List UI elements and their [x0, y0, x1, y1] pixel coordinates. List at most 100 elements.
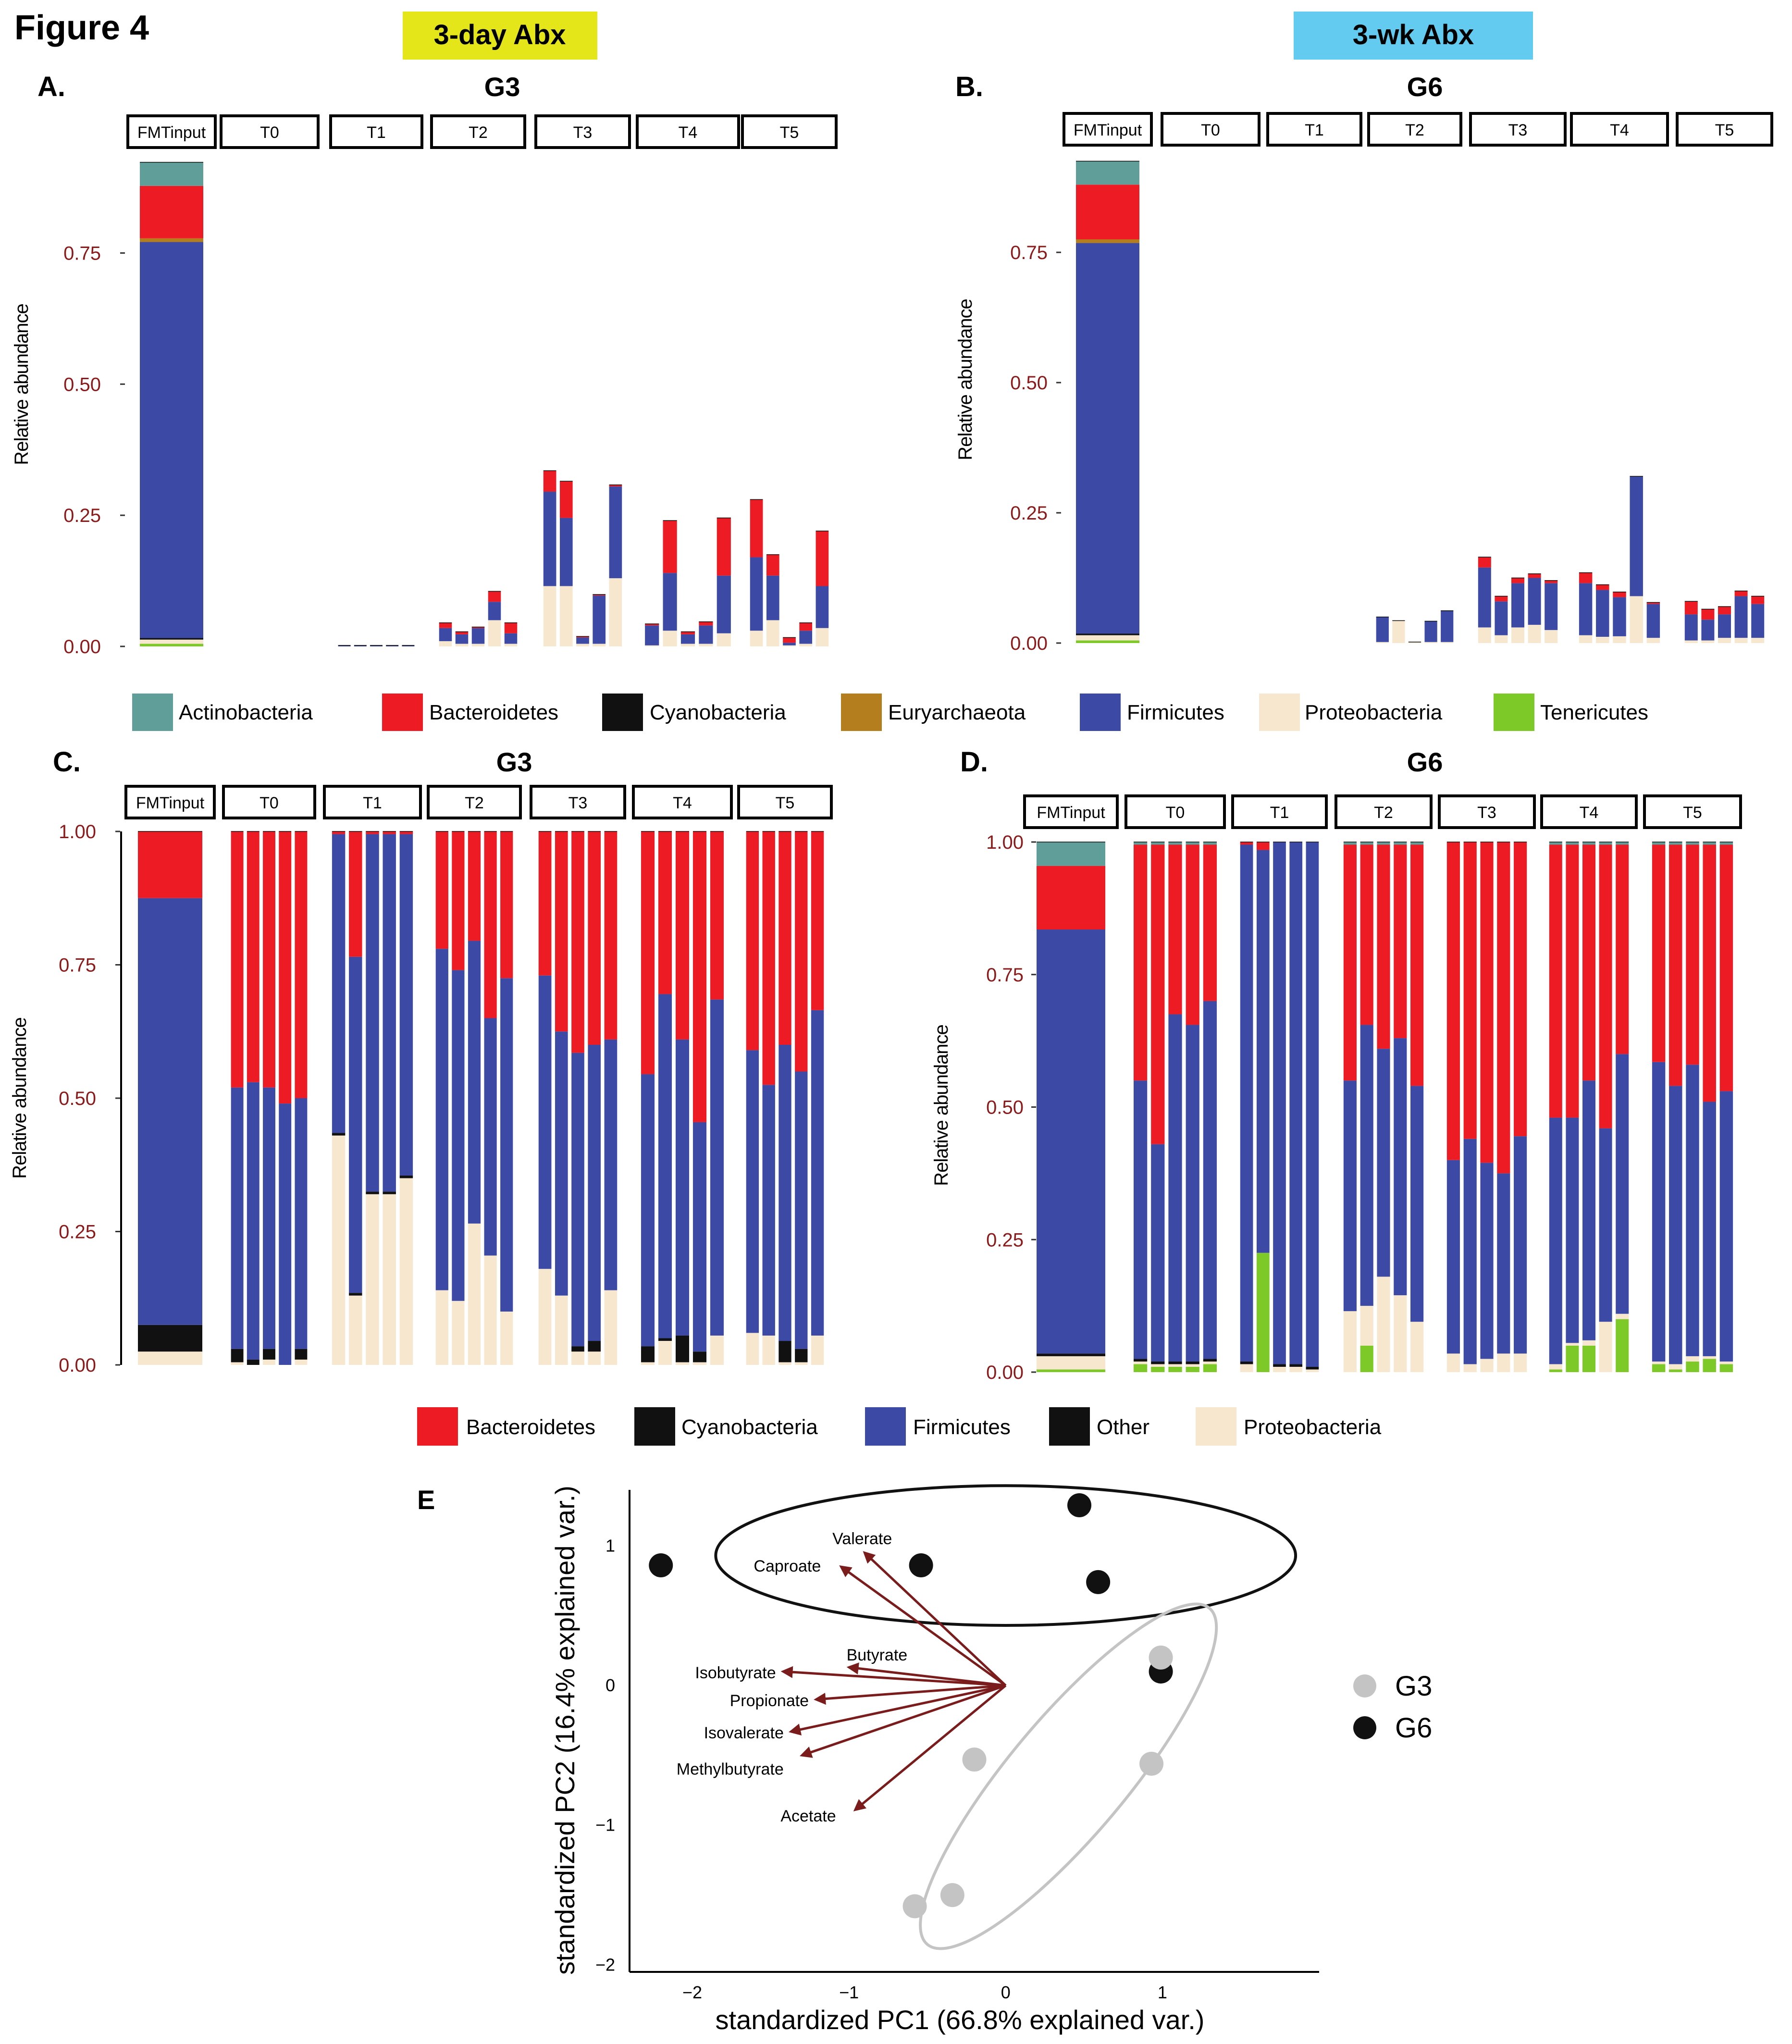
panel-letter: B. [955, 71, 983, 102]
bar-segment-bacteroidetes [1751, 596, 1765, 604]
bar-segment-proteobacteria [746, 1333, 759, 1365]
bar-segment-bacteroidetes [263, 831, 275, 1088]
bar-segment-tenericutes [1703, 1359, 1716, 1372]
legend1-label-bacteroidetes: Bacteroidetes [429, 701, 558, 724]
bar-segment-proteobacteria [1545, 630, 1558, 643]
bar-segment-proteobacteria [1719, 1361, 1733, 1364]
bar-segment-proteobacteria [439, 641, 452, 646]
bar-segment-actinobacteria [1168, 842, 1182, 845]
bar-segment-firmicutes [1133, 1080, 1148, 1359]
bar-segment-firmicutes [1306, 842, 1319, 1367]
bar-segment-proteobacteria [1514, 1353, 1527, 1372]
bar-segment-bacteroidetes [663, 520, 677, 573]
bar-segment-firmicutes [468, 941, 481, 1224]
x-tick-label: −1 [839, 1982, 859, 2002]
bar-segment-firmicutes [1652, 1062, 1666, 1362]
bar-segment-firmicutes [332, 834, 346, 1133]
bar-segment-tenericutes [1686, 1361, 1699, 1372]
facet-label: T2 [469, 124, 488, 142]
bar-segment-firmicutes [1377, 1049, 1390, 1277]
bar-segment-firmicutes [1186, 1025, 1199, 1362]
legend1-label-cyanobacteria: Cyanobacteria [650, 701, 786, 724]
bar-segment-firmicutes [1514, 1136, 1527, 1354]
bar-segment-bacteroidetes [1168, 844, 1182, 1015]
bar-segment-bacteroidetes [140, 186, 203, 238]
bar-segment-firmicutes [370, 645, 383, 646]
bar-segment-proteobacteria [383, 1194, 396, 1365]
bar-segment-firmicutes [1703, 1102, 1716, 1356]
legend2-label-other: Other [1097, 1415, 1149, 1439]
bar-segment-bacteroidetes [1495, 596, 1508, 602]
loading-label-valerate: Valerate [832, 1530, 892, 1548]
y-tick-label: 0.25 [59, 1222, 96, 1243]
bar-segment-proteobacteria [1392, 620, 1405, 643]
facet-label: T1 [367, 124, 386, 142]
bar-segment-proteobacteria [1343, 1311, 1357, 1372]
point-g6 [649, 1553, 673, 1577]
bar-segment-bacteroidetes [816, 531, 829, 586]
legend3-marker-g6 [1353, 1716, 1376, 1739]
legend2-swatch-other [1049, 1407, 1090, 1446]
bar-segment-firmicutes [1549, 1117, 1562, 1364]
header-3wk-label: 3-wk Abx [1353, 19, 1474, 50]
bar-segment-firmicutes [680, 634, 695, 644]
legend1-label-actinobacteria: Actinobacteria [179, 701, 313, 724]
y-tick-label: 0.50 [63, 374, 101, 395]
legend-phyla-cd: Bacteroidetes Cyanobacteria Firmicutes O… [417, 1407, 1382, 1446]
bar-segment-proteobacteria [1599, 1322, 1612, 1372]
bar-segment-firmicutes [1497, 1173, 1510, 1354]
facet-label: T1 [1305, 121, 1324, 139]
bar-segment-firmicutes [588, 1045, 601, 1341]
bar-segment-firmicutes [1545, 583, 1558, 630]
loading-arrow-methylbutyrate [800, 1684, 1006, 1758]
bar-segment-actinobacteria [1133, 842, 1148, 845]
bar-segment-bacteroidetes [1652, 844, 1666, 1062]
bar-segment-bacteroidetes [1133, 844, 1148, 1081]
bar-segment-bacteroidetes [799, 622, 813, 631]
facet-strip [1367, 112, 1462, 147]
bar-segment-proteobacteria [1701, 640, 1715, 643]
facet-strip [1540, 794, 1638, 829]
bar-segment-proteobacteria [609, 578, 622, 646]
bar-segment-cyanobacteria [247, 1359, 260, 1365]
bar-segment-proteobacteria [1037, 1356, 1105, 1370]
bar-segment-actinobacteria [1719, 842, 1733, 845]
legend-phyla-ab: Actinobacteria Bacteroidetes Cyanobacter… [132, 694, 1648, 731]
bar-segment-bacteroidetes [1545, 580, 1558, 583]
bar-segment-firmicutes [1480, 1163, 1494, 1359]
facet-label: FMTinput [1074, 121, 1142, 139]
facet-strip [534, 114, 631, 149]
facet-label: T0 [1201, 121, 1220, 139]
bar-segment-bacteroidetes [750, 499, 763, 557]
legend3-label-g6: G6 [1395, 1712, 1432, 1744]
point-g3 [1139, 1751, 1164, 1776]
bar-segment-proteobacteria [543, 586, 556, 646]
bar-segment-bacteroidetes [576, 636, 589, 638]
bar-segment-bacteroidetes [366, 831, 379, 834]
bar-segment-firmicutes [1446, 1160, 1460, 1354]
bar-segment-tenericutes [1669, 1369, 1682, 1372]
bar-segment-actinobacteria [1343, 842, 1357, 845]
x-tick-label: 1 [1158, 1982, 1167, 2002]
facet-label: T5 [1715, 121, 1734, 139]
facet-label: T5 [780, 124, 799, 142]
bar-segment-proteobacteria [762, 1335, 775, 1365]
panel-title: G3 [496, 747, 532, 777]
bar-segment-proteobacteria [1613, 636, 1626, 643]
bar-segment-bacteroidetes [1719, 844, 1733, 1091]
bar-segment-proteobacteria [1751, 638, 1765, 643]
bar-segment-bacteroidetes [1579, 572, 1593, 583]
bar-segment-bacteroidetes [609, 484, 622, 487]
panel-b-g6-3wk: B. G6 Relative abundance 0.00 0.25 0.50 0.75 FM… [955, 71, 1773, 654]
panel-title: G6 [1407, 747, 1443, 777]
bar-segment-bacteroidetes [500, 831, 513, 979]
bar-segment-firmicutes [140, 242, 203, 638]
bar-segment-bacteroidetes [1511, 578, 1524, 583]
bar-segment-firmicutes [571, 1053, 584, 1347]
bar-segment-proteobacteria [1168, 1364, 1182, 1367]
bar-segment-tenericutes [1168, 1366, 1182, 1372]
bar-segment-actinobacteria [1582, 842, 1595, 845]
bar-segment-proteobacteria [1686, 1356, 1699, 1362]
facet-label: T4 [673, 794, 692, 812]
facet-label: FMTinput [137, 124, 206, 142]
